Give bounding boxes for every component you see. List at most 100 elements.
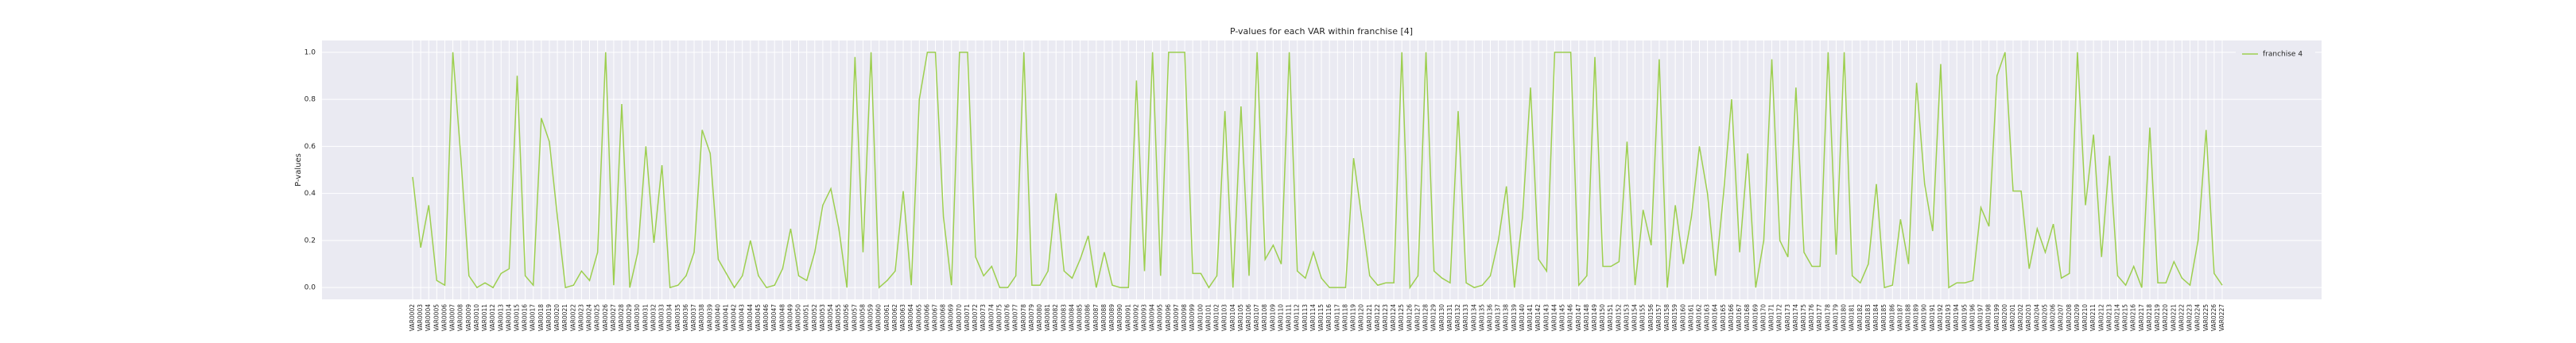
x-tick-label: VAR0031 [642,304,649,331]
x-tick-label: VAR0091 [1124,304,1131,331]
x-tick-label: VAR0218 [2146,304,2153,331]
x-tick-label: VAR0161 [1687,304,1694,331]
x-tick-label: VAR0036 [682,304,689,331]
x-tick-label: VAR0200 [2001,304,2008,331]
x-tick-label: VAR0081 [1044,304,1051,331]
x-tick-label: VAR0018 [537,304,545,331]
x-tick-label: VAR0132 [1454,304,1461,331]
x-tick-label: VAR0127 [1414,304,1421,331]
x-tick-label: VAR0070 [956,304,963,331]
x-tick-label: VAR0042 [731,304,738,331]
x-tick-label: VAR0203 [2025,304,2032,331]
x-tick-label: VAR0106 [1245,304,1252,331]
x-tick-label: VAR0011 [481,304,488,331]
x-tick-label: VAR0006 [440,304,448,331]
x-tick-label: VAR0154 [1631,304,1639,331]
x-tick-label: VAR0133 [1462,304,1469,331]
x-tick-label: VAR0225 [2202,304,2209,331]
x-tick-label: VAR0058 [859,304,866,331]
x-tick-label: VAR0194 [1953,304,1960,331]
x-tick-label: VAR0062 [891,304,898,331]
x-tick-label: VAR0181 [1849,304,1856,331]
x-tick-label: VAR0166 [1728,304,1735,331]
x-tick-label: VAR0145 [1559,304,1566,331]
x-tick-label: VAR0078 [1020,304,1027,331]
x-tick-label: VAR0143 [1542,304,1550,331]
y-tick-label: 0.0 [305,284,316,292]
x-tick-label: VAR0155 [1639,304,1647,331]
x-tick-label: VAR0128 [1422,304,1430,331]
x-tick-label: VAR0045 [755,304,762,331]
x-tick-label: VAR0046 [762,304,770,331]
x-tick-label: VAR0041 [723,304,730,331]
x-tick-label: VAR0053 [819,304,826,331]
x-tick-label: VAR0187 [1896,304,1903,331]
x-tick-label: VAR0208 [2066,304,2073,331]
x-tick-label: VAR0007 [449,304,456,331]
x-tick-label: VAR0130 [1438,304,1445,331]
x-tick-label: VAR0226 [2210,304,2217,331]
x-tick-label: VAR0005 [433,304,440,331]
x-tick-label: VAR0028 [618,304,625,331]
x-tick-label: VAR0050 [795,304,802,331]
x-tick-label: VAR0076 [1004,304,1011,331]
x-tick-label: VAR0111 [1286,304,1293,331]
x-tick-label: VAR0043 [739,304,746,331]
x-tick-label: VAR0097 [1173,304,1180,331]
x-tick-label: VAR0186 [1888,304,1895,331]
x-tick-label: VAR0178 [1824,304,1831,331]
x-tick-label: VAR0003 [417,304,424,331]
x-tick-label: VAR0049 [786,304,793,331]
x-tick-label: VAR0073 [980,304,987,331]
x-tick-label: VAR0216 [2130,304,2137,331]
x-tick-label: VAR0138 [1503,304,1510,331]
x-tick-label: VAR0219 [2154,304,2161,331]
x-tick-label: VAR0021 [561,304,568,331]
x-tick-label: VAR0114 [1309,304,1317,331]
x-tick-label: VAR0095 [1157,304,1164,331]
x-tick-label: VAR0115 [1317,304,1325,331]
x-tick-label: VAR0204 [2033,304,2040,331]
x-tick-label: VAR0121 [1366,304,1373,331]
x-tick-label: VAR0017 [530,304,537,331]
x-tick-label: VAR0013 [497,304,504,331]
x-tick-label: VAR0084 [1068,304,1075,331]
x-tick-label: VAR0189 [1913,304,1920,331]
x-tick-label: VAR0211 [2089,304,2097,331]
y-tick-label: 1.0 [305,48,316,56]
x-tick-label: VAR0221 [2170,304,2177,331]
x-tick-label: VAR0177 [1816,304,1823,331]
x-tick-label: VAR0170 [1759,304,1767,331]
x-tick-label: VAR0108 [1261,304,1268,331]
x-tick-label: VAR0182 [1856,304,1864,331]
x-tick-label: VAR0198 [1985,304,1992,331]
x-tick-label: VAR0056 [843,304,850,331]
x-tick-label: VAR0014 [505,304,512,331]
legend-box [2236,45,2315,63]
x-tick-label: VAR0151 [1607,304,1614,331]
x-tick-label: VAR0159 [1671,304,1678,331]
x-tick-label: VAR0027 [610,304,617,331]
x-tick-label: VAR0150 [1599,304,1606,331]
x-tick-label: VAR0110 [1277,304,1284,331]
x-tick-label: VAR0199 [1993,304,2000,331]
x-tick-label: VAR0037 [690,304,697,331]
x-tick-label: VAR0176 [1808,304,1815,331]
x-tick-label: VAR0113 [1302,304,1309,331]
x-tick-label: VAR0016 [522,304,529,331]
x-tick-label: VAR0118 [1341,304,1348,331]
x-tick-label: VAR0215 [2122,304,2129,331]
x-tick-label: VAR0139 [1511,304,1518,331]
x-tick-label: VAR0191 [1929,304,1936,331]
x-tick-label: VAR0010 [473,304,480,331]
x-tick-label: VAR0079 [1028,304,1035,331]
y-tick-label: 0.6 [305,143,316,151]
x-tick-label: VAR0137 [1495,304,1502,331]
x-tick-label: VAR0032 [650,304,657,331]
x-tick-label: VAR0004 [425,304,432,331]
x-tick-label: VAR0140 [1519,304,1526,331]
x-tick-label: VAR0212 [2097,304,2105,331]
x-tick-label: VAR0068 [940,304,947,331]
x-tick-label: VAR0060 [875,304,883,331]
x-tick-label: VAR0044 [747,304,754,331]
